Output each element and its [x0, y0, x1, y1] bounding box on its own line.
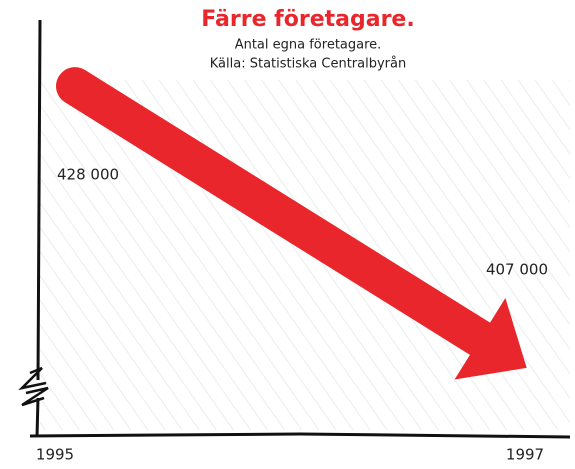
- chart-title: Färre företagare.: [201, 7, 414, 32]
- axis-break: [18, 366, 49, 407]
- value-label: 407 000: [486, 261, 548, 279]
- source: Källa: Statistiska Centralbyrån: [210, 57, 406, 72]
- x-tick-label: 1995: [36, 446, 74, 464]
- subtitle: Antal egna företagare.: [235, 38, 382, 53]
- x-tick-label: 1997: [506, 446, 544, 464]
- trend-arrow-shaft: [56, 67, 499, 358]
- x-axis: [29, 432, 571, 439]
- value-label: 428 000: [57, 166, 119, 184]
- y-axis: [35, 19, 42, 438]
- arrow-head: [454, 298, 527, 380]
